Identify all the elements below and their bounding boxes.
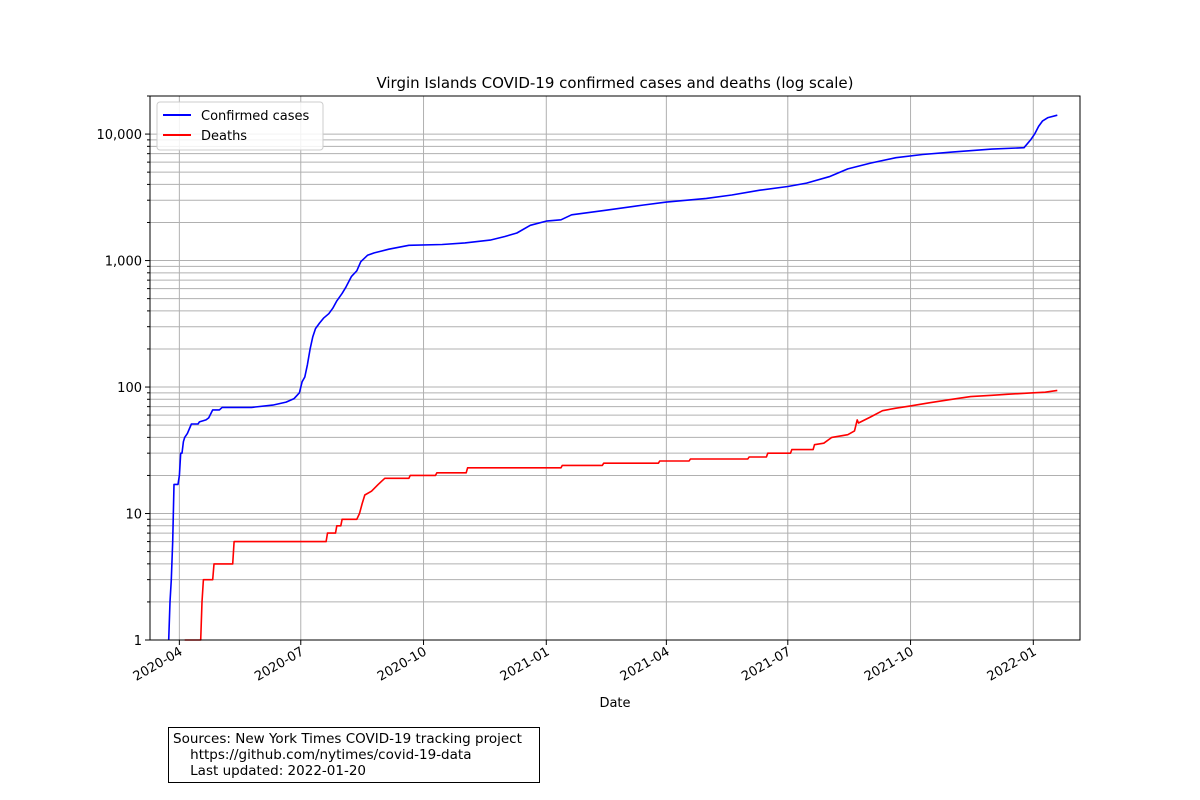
x-axis: 2020-04 2020-07 2020-10 2021-01 2021-04 2021-… [131, 640, 1039, 685]
y-tick-label: 100 [117, 381, 142, 396]
grid [150, 95, 1080, 641]
chart-title: Virgin Islands COVID-19 confirmed cases … [376, 74, 853, 92]
y-tick-label: 10,000 [97, 128, 143, 143]
x-tick-label: 2021-10 [862, 644, 917, 684]
y-tick-label: 10 [125, 508, 142, 523]
y-tick-label: 1,000 [105, 255, 142, 270]
y-axis: 1 10 100 1,000 10,000 [97, 95, 150, 649]
plot-frame [149, 95, 1081, 641]
x-tick-label: 2020-04 [131, 644, 186, 684]
sources-line: Sources: New York Times COVID-19 trackin… [173, 731, 522, 747]
legend: Confirmed cases Deaths [156, 101, 324, 151]
legend-box [156, 101, 324, 151]
sources-url: https://github.com/nytimes/covid-19-data [173, 747, 472, 763]
x-tick-label: 2021-04 [618, 644, 673, 684]
x-tick-label: 2020-10 [375, 644, 430, 684]
y-tick-label: 1 [134, 634, 142, 649]
series-line-deaths [184, 389, 1058, 641]
legend-label-cases: Confirmed cases [201, 109, 310, 124]
x-tick-label: 2020-07 [252, 644, 307, 684]
x-tick-label: 2021-07 [739, 644, 794, 684]
series-line-cases [167, 114, 1058, 641]
x-tick-label: 2021-01 [498, 644, 553, 684]
sources-updated: Last updated: 2022-01-20 [173, 763, 367, 779]
series-lines [167, 114, 1058, 641]
legend-label-deaths: Deaths [201, 129, 247, 144]
x-tick-label: 2022-01 [985, 644, 1040, 684]
sources-box: Sources: New York Times COVID-19 trackin… [168, 727, 540, 783]
x-axis-label: Date [599, 696, 630, 711]
